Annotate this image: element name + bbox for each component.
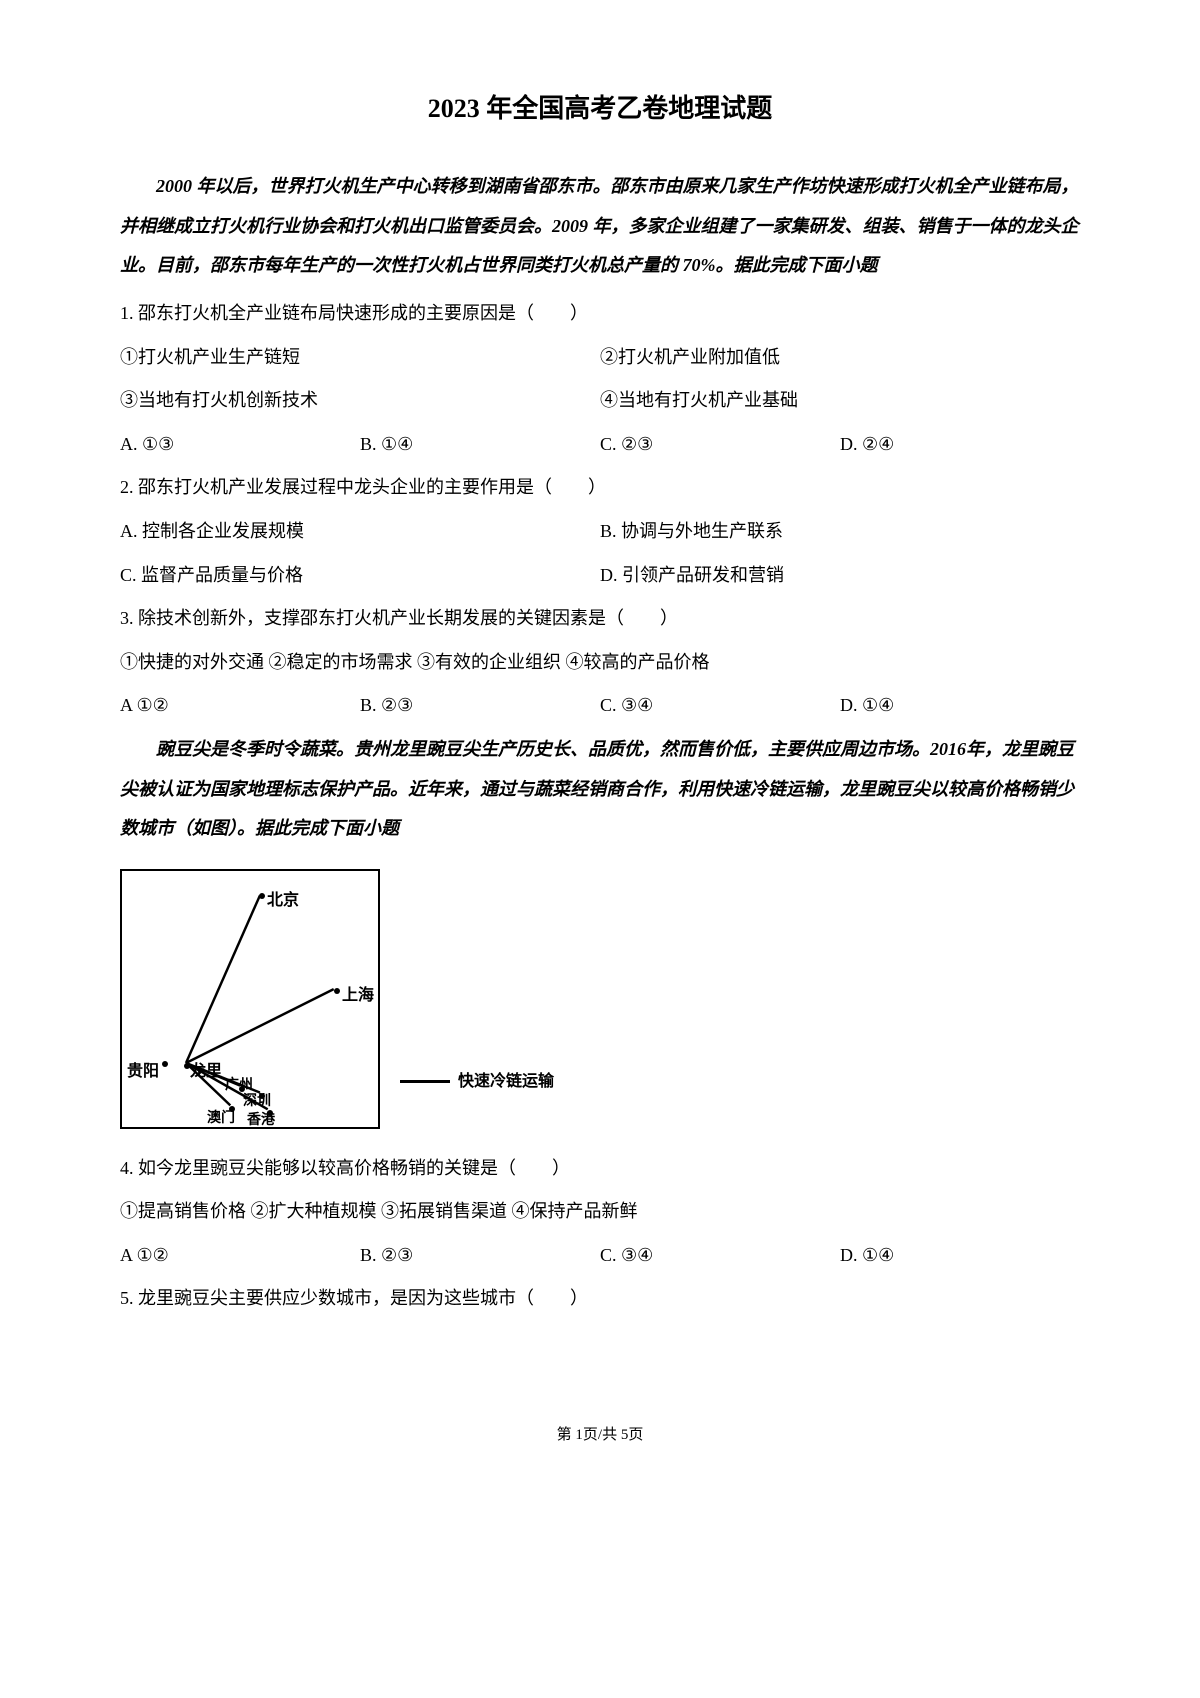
dot-shanghai — [334, 988, 340, 994]
q2-optC: C. 监督产品质量与价格 — [120, 556, 600, 596]
q5-stem: 5. 龙里豌豆尖主要供应少数城市，是因为这些城市（ ） — [120, 1279, 1080, 1319]
q3-optB: B. ②③ — [360, 686, 600, 726]
q4-optA: A ①② — [120, 1236, 360, 1276]
city-aomen: 澳门 — [207, 1104, 235, 1135]
q3-optD: D. ①④ — [840, 686, 1080, 726]
passage-1: 2000 年以后，世界打火机生产中心转移到湖南省邵东市。邵东市由原来几家生产作坊… — [120, 167, 1080, 286]
q3-subs: ①快捷的对外交通 ②稳定的市场需求 ③有效的企业组织 ④较高的产品价格 — [120, 643, 1080, 683]
city-shanghai: 上海 — [342, 978, 374, 1013]
q1-optA: A. ①③ — [120, 425, 360, 465]
dot-guiyang — [162, 1061, 168, 1067]
q1-optB: B. ①④ — [360, 425, 600, 465]
city-guiyang: 贵阳 — [127, 1054, 159, 1089]
city-beijing: 北京 — [267, 883, 299, 918]
city-xianggang: 香港 — [247, 1106, 275, 1137]
map-figure: 北京 上海 贵阳 龙里 广州 深圳 澳门 香港 快速冷链运输 — [120, 869, 1080, 1129]
q2-optA: A. 控制各企业发展规模 — [120, 512, 600, 552]
q1-sub1: ①打火机产业生产链短 — [120, 338, 600, 378]
q1-optD: D. ②④ — [840, 425, 1080, 465]
passage-2: 豌豆尖是冬季时令蔬菜。贵州龙里豌豆尖生产历史长、品质优，然而售价低，主要供应周边… — [120, 730, 1080, 849]
q1-optC: C. ②③ — [600, 425, 840, 465]
q1-stem: 1. 邵东打火机全产业链布局快速形成的主要原因是（ ） — [120, 294, 1080, 334]
q4-stem: 4. 如今龙里豌豆尖能够以较高价格畅销的关键是（ ） — [120, 1149, 1080, 1189]
q1-sub4: ④当地有打火机产业基础 — [600, 381, 1080, 421]
q3-stem: 3. 除技术创新外，支撑邵东打火机产业长期发展的关键因素是（ ） — [120, 599, 1080, 639]
q2-stem: 2. 邵东打火机产业发展过程中龙头企业的主要作用是（ ） — [120, 468, 1080, 508]
dot-beijing — [259, 893, 265, 899]
q1-sub3: ③当地有打火机创新技术 — [120, 381, 600, 421]
map-legend: 快速冷链运输 — [400, 1064, 554, 1099]
q4-optD: D. ①④ — [840, 1236, 1080, 1276]
q2-optD: D. 引领产品研发和营销 — [600, 556, 1080, 596]
q1-sub2: ②打火机产业附加值低 — [600, 338, 1080, 378]
q4-optB: B. ②③ — [360, 1236, 600, 1276]
q2-optB: B. 协调与外地生产联系 — [600, 512, 1080, 552]
legend-text: 快速冷链运输 — [458, 1064, 554, 1099]
q4-optC: C. ③④ — [600, 1236, 840, 1276]
city-longli: 龙里 — [190, 1054, 222, 1089]
q3-optC: C. ③④ — [600, 686, 840, 726]
legend-line-icon — [400, 1080, 450, 1083]
q4-subs: ①提高销售价格 ②扩大种植规模 ③拓展销售渠道 ④保持产品新鲜 — [120, 1192, 1080, 1232]
q3-optA: A ①② — [120, 686, 360, 726]
exam-title: 2023 年全国高考乙卷地理试题 — [120, 80, 1080, 137]
page-footer: 第 1页/共 5页 — [120, 1419, 1080, 1452]
map-box: 北京 上海 贵阳 龙里 广州 深圳 澳门 香港 — [120, 869, 380, 1129]
